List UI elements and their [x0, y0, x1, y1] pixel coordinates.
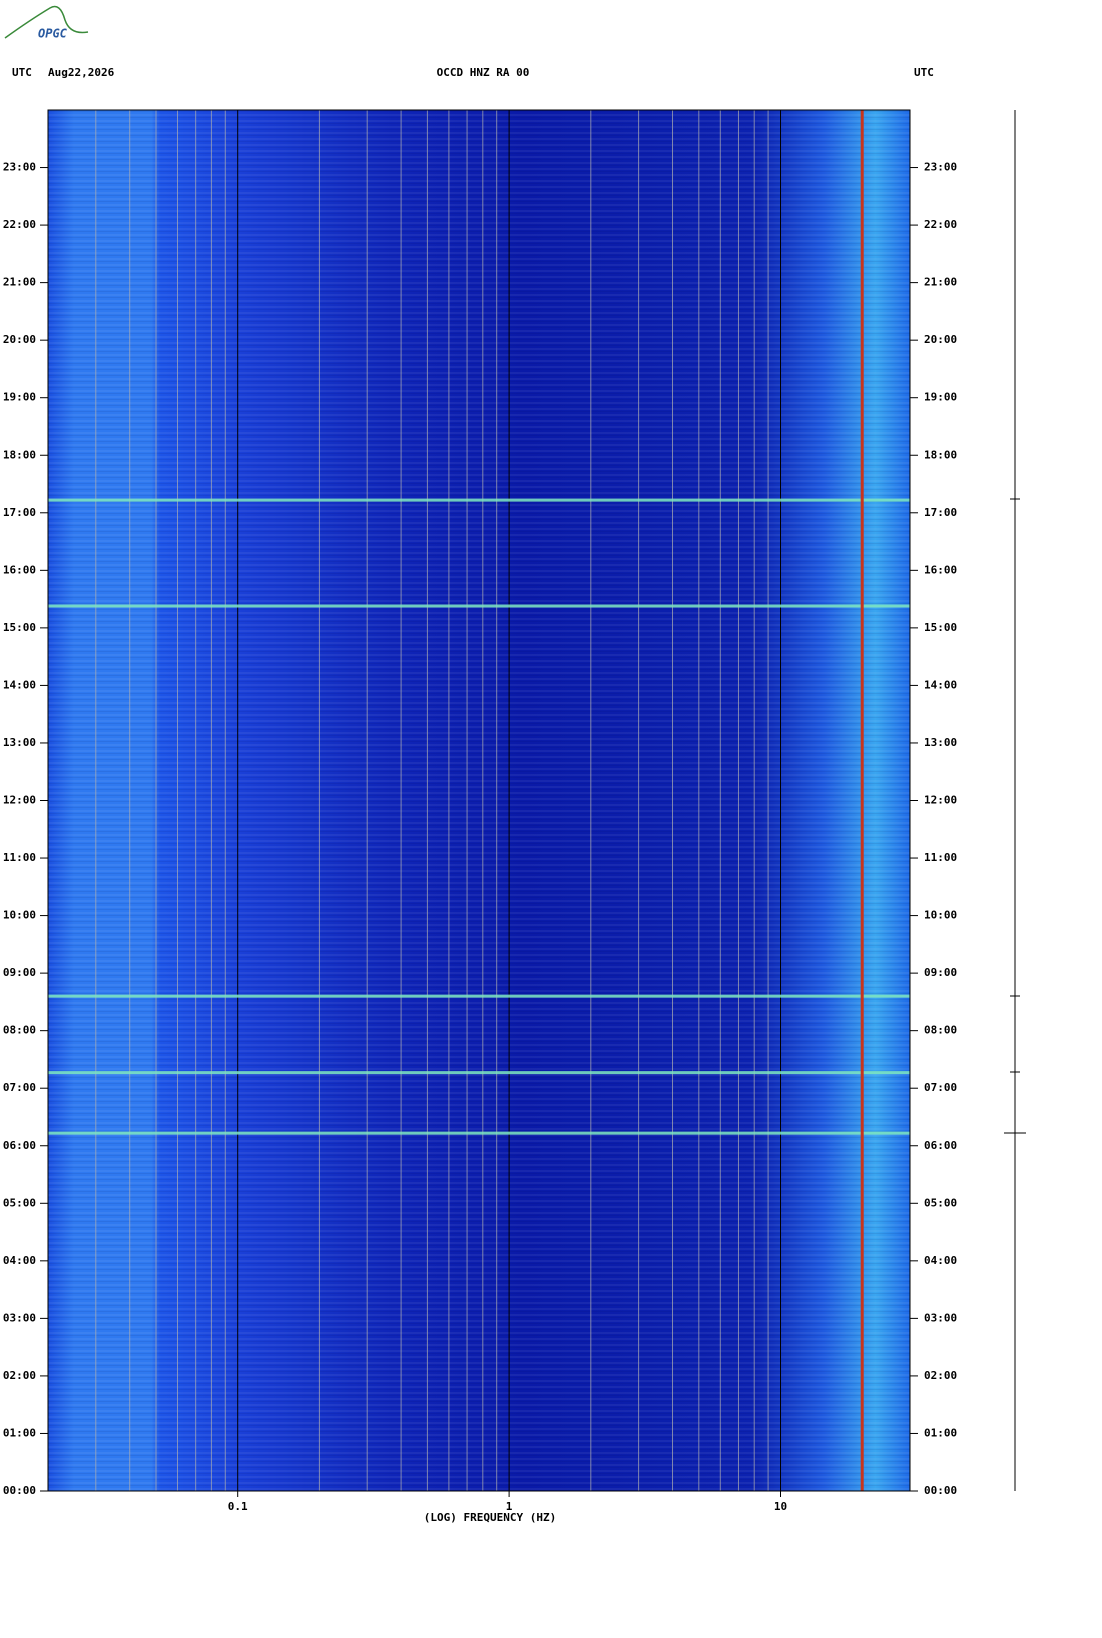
- y-tick-label-left: 20:00: [3, 333, 36, 346]
- y-tick-label-left: 17:00: [3, 506, 36, 519]
- date: Aug22,2026: [48, 66, 115, 79]
- left-header: UTC: [12, 66, 32, 79]
- y-tick-label-left: 05:00: [3, 1196, 36, 1209]
- y-tick-label-right: 16:00: [924, 563, 957, 576]
- y-tick-label-right: 04:00: [924, 1254, 957, 1267]
- y-tick-label-left: 22:00: [3, 218, 36, 231]
- y-tick-label-left: 03:00: [3, 1311, 36, 1324]
- y-tick-label-right: 11:00: [924, 851, 957, 864]
- plot-frame: [47, 109, 911, 1492]
- y-tick-label-left: 10:00: [3, 909, 36, 922]
- y-tick-label-right: 09:00: [924, 966, 957, 979]
- y-tick-label-right: 02:00: [924, 1369, 957, 1382]
- y-tick-label-left: 04:00: [3, 1254, 36, 1267]
- x-tick-label: 0.1: [228, 1500, 248, 1513]
- y-tick-label-right: 03:00: [924, 1311, 957, 1324]
- y-tick-label-left: 14:00: [3, 678, 36, 691]
- y-tick-label-left: 07:00: [3, 1081, 36, 1094]
- y-tick-label-right: 20:00: [924, 333, 957, 346]
- y-tick-label-left: 09:00: [3, 966, 36, 979]
- x-axis-label: (LOG) FREQUENCY (HZ): [424, 1511, 556, 1524]
- y-tick-label-left: 13:00: [3, 736, 36, 749]
- y-tick-label-left: 02:00: [3, 1369, 36, 1382]
- y-tick-label-right: 07:00: [924, 1081, 957, 1094]
- y-tick-label-right: 01:00: [924, 1426, 957, 1439]
- logo-text: OPGC: [38, 27, 68, 41]
- y-tick-label-left: 18:00: [3, 448, 36, 461]
- trace: [1004, 110, 1026, 1491]
- y-tick-label-left: 12:00: [3, 794, 36, 807]
- y-tick-label-left: 06:00: [3, 1139, 36, 1152]
- y-tick-label-right: 21:00: [924, 276, 957, 289]
- y-tick-label-right: 15:00: [924, 621, 957, 634]
- y-tick-label-left: 01:00: [3, 1426, 36, 1439]
- y-tick-label-left: 16:00: [3, 563, 36, 576]
- texture: [48, 110, 910, 1491]
- y-tick-label-left: 11:00: [3, 851, 36, 864]
- y-tick-label-right: 13:00: [924, 736, 957, 749]
- y-tick-label-right: 19:00: [924, 391, 957, 404]
- y-tick-label-left: 23:00: [3, 161, 36, 174]
- chart-title: OCCD HNZ RA 00: [437, 66, 530, 79]
- y-tick-label-right: 12:00: [924, 794, 957, 807]
- y-tick-label-right: 23:00: [924, 161, 957, 174]
- y-tick-label-right: 22:00: [924, 218, 957, 231]
- y-tick-label-left: 19:00: [3, 391, 36, 404]
- y-tick-label-right: 14:00: [924, 678, 957, 691]
- right-header: UTC: [914, 66, 934, 79]
- y-tick-label-left: 21:00: [3, 276, 36, 289]
- y-tick-label-right: 17:00: [924, 506, 957, 519]
- y-tick-label-left: 15:00: [3, 621, 36, 634]
- y-tick-label-right: 00:00: [924, 1484, 957, 1497]
- y-tick-label-right: 10:00: [924, 909, 957, 922]
- y-tick-label-right: 18:00: [924, 448, 957, 461]
- y-tick-label-right: 05:00: [924, 1196, 957, 1209]
- y-tick-label-left: 00:00: [3, 1484, 36, 1497]
- x-tick-label: 10: [774, 1500, 787, 1513]
- logo: OPGC: [4, 5, 89, 41]
- x-tick-label: 1: [506, 1500, 513, 1513]
- y-tick-label-right: 08:00: [924, 1024, 957, 1037]
- y-tick-label-left: 08:00: [3, 1024, 36, 1037]
- y-tick-label-right: 06:00: [924, 1139, 957, 1152]
